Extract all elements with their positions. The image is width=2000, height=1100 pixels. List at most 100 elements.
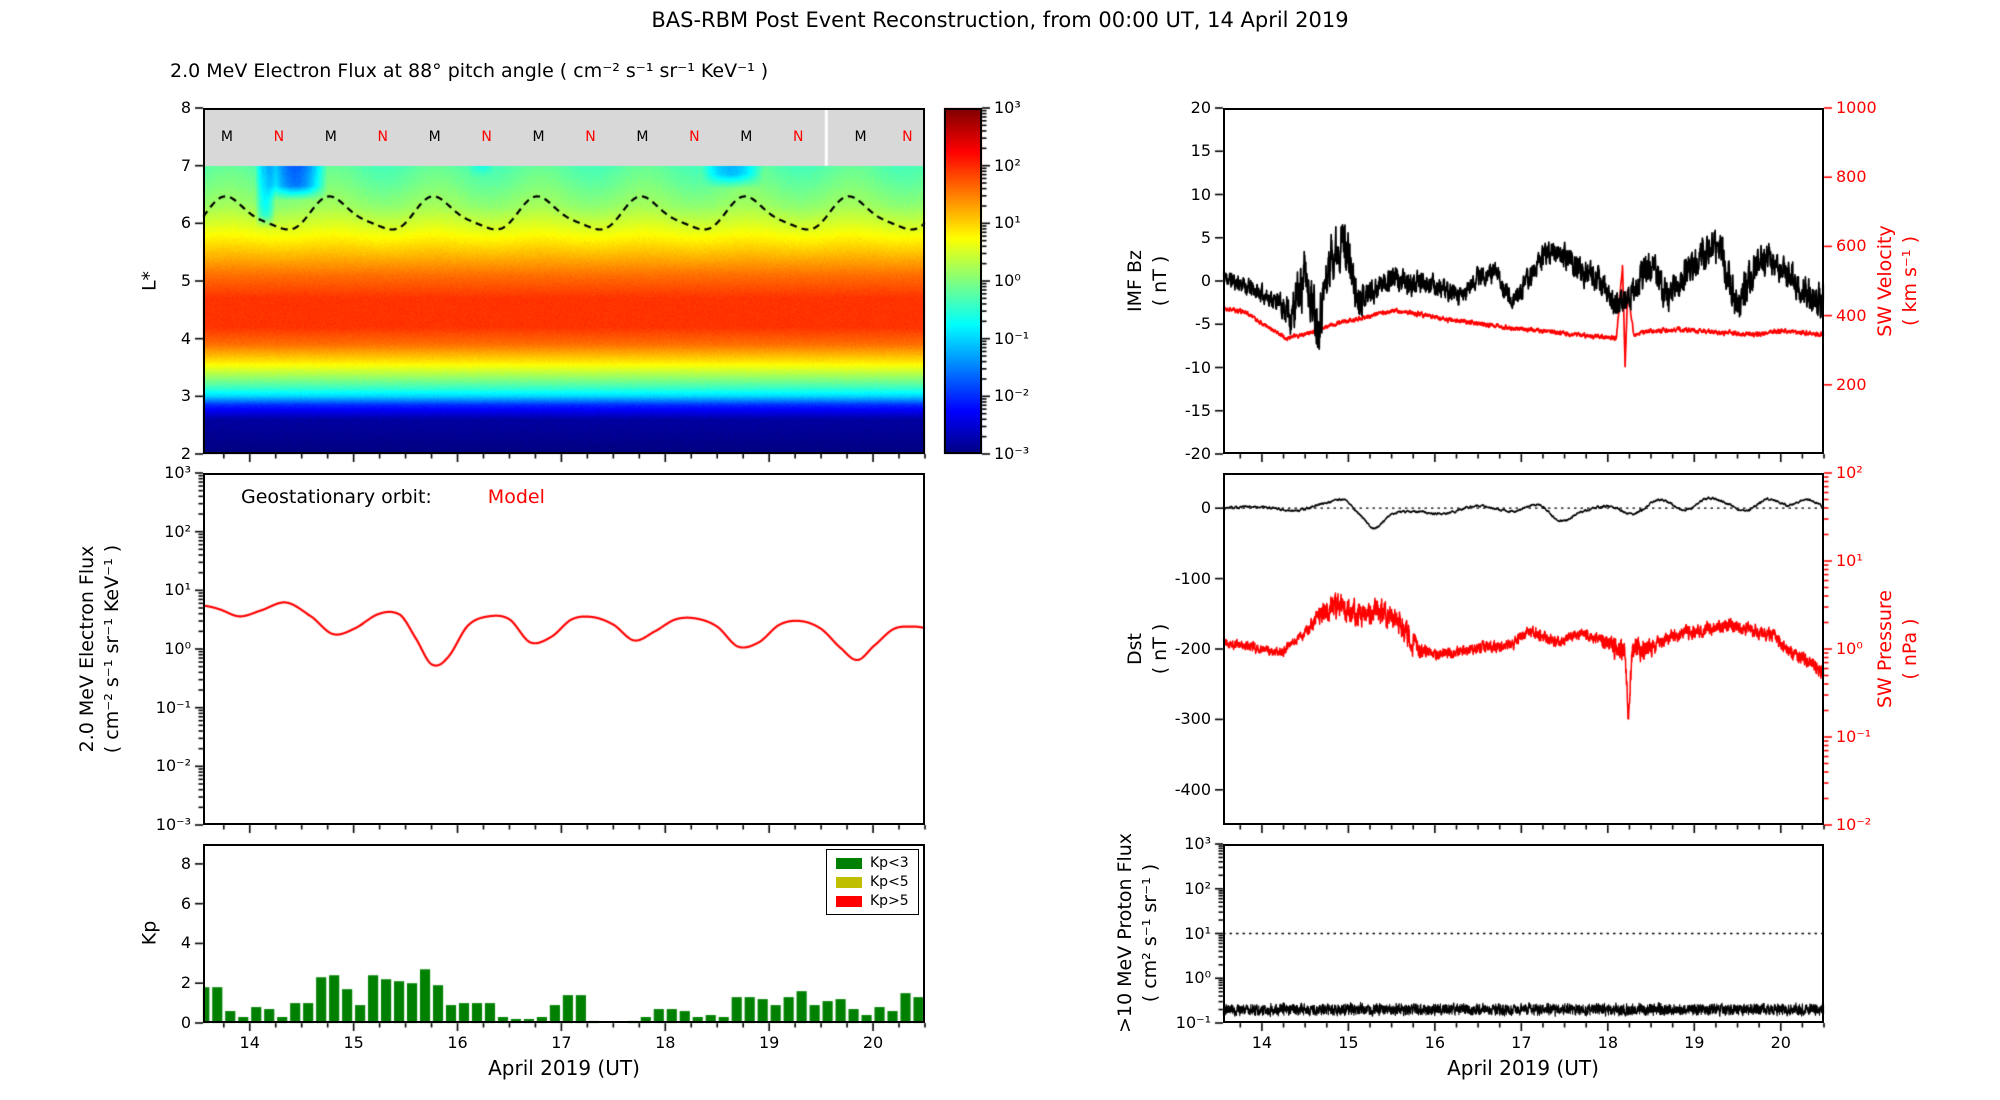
sw-velocity-tick-label: 200 (1836, 374, 1867, 394)
kp-tick-label: 6 (180, 893, 191, 913)
x-tick-label: 19 (758, 1033, 780, 1052)
imf-bz-tick-label: -10 (1184, 357, 1211, 377)
ylabel-lstar: L* (138, 270, 161, 292)
lstar-tick-label: 8 (180, 98, 191, 117)
dst-tick-label: -200 (1174, 639, 1211, 658)
colorbar-tick-label: 10⁰ (994, 271, 1021, 290)
band-label-n: N (585, 128, 596, 145)
band-label-m: M (220, 128, 233, 145)
x-tick-label: 17 (551, 1033, 572, 1052)
imf-bz-tick-label: -15 (1184, 400, 1211, 420)
imf-bz-tick-label: 20 (1190, 98, 1211, 117)
ylabel-proton-flux: >10 MeV Proton Flux ( cm² s⁻¹ sr⁻¹ ) (1113, 832, 1161, 1034)
legend-label-kp-lt5: Kp<5 (870, 874, 909, 890)
x-tick-label: 20 (1770, 1033, 1791, 1052)
proton-flux-tick-label: 10⁰ (1184, 968, 1211, 988)
band-label-m: M (324, 128, 337, 145)
x-tick-label: 15 (343, 1033, 364, 1052)
imf-bz-tick-label: 0 (1200, 271, 1211, 290)
legend-item-kp-gt5: Kp>5 (836, 894, 909, 908)
xlabel-left: April 2019 (UT) (488, 1056, 640, 1080)
kp-tick-label: 4 (180, 933, 191, 953)
x-tick-label: 18 (1597, 1033, 1618, 1052)
dst-tick-label: -100 (1174, 568, 1211, 588)
dst-tick-label: 0 (1200, 498, 1211, 518)
geo-flux-tick-label: 10⁻¹ (155, 697, 191, 717)
x-tick-label: 19 (1684, 1033, 1705, 1052)
band-label-m: M (532, 128, 545, 145)
band-label-n: N (273, 128, 285, 145)
imf-bz-tick-label: -20 (1184, 444, 1211, 463)
band-label-m: M (428, 128, 441, 145)
band-label-m: M (636, 128, 649, 145)
kp-tick-label: 0 (180, 1013, 191, 1032)
legend-swatch-kp-lt3 (836, 857, 862, 869)
sw-pressure-tick-label: 10² (1836, 463, 1863, 482)
band-label-n: N (793, 128, 804, 145)
proton-flux-tick-label: 10³ (1184, 834, 1211, 853)
x-tick-label: 16 (447, 1033, 468, 1052)
kp-tick-label: 2 (180, 973, 191, 993)
sw-velocity-tick-label: 1000 (1836, 98, 1877, 117)
legend-item-kp-lt3: Kp<3 (836, 856, 909, 870)
band-label-n: N (902, 128, 913, 145)
proton-flux-tick-label: 10¹ (1184, 923, 1211, 943)
dst-tick-label: -400 (1174, 779, 1211, 799)
sw-velocity-tick-label: 800 (1836, 167, 1867, 187)
lstar-tick-label: 4 (180, 328, 191, 348)
colorbar-tick-label: 10³ (994, 98, 1021, 117)
colorbar-tick-label: 10⁻¹ (994, 328, 1030, 348)
ylabel-geo-flux: 2.0 MeV Electron Flux ( cm⁻² s⁻¹ sr⁻¹ Ke… (75, 544, 123, 754)
band-label-m: M (740, 128, 753, 145)
x-tick-label: 15 (1338, 1033, 1359, 1052)
imf-bz-tick-label: 10 (1190, 184, 1211, 204)
x-tick-label: 20 (862, 1033, 884, 1052)
kp-tick-label: 8 (180, 853, 191, 873)
lstar-tick-label: 2 (180, 444, 191, 463)
sw-velocity-tick-label: 600 (1836, 236, 1867, 256)
band-label-n: N (377, 128, 388, 145)
geo-flux-tick-label: 10² (164, 521, 191, 541)
x-tick-label: 14 (239, 1033, 260, 1052)
geo-flux-tick-label: 10¹ (164, 580, 191, 600)
sw-pressure-tick-label: 10⁰ (1836, 639, 1863, 658)
x-tick-label: 16 (1424, 1033, 1446, 1052)
geo-flux-tick-label: 10³ (164, 463, 191, 482)
legend-swatch-kp-gt5 (836, 895, 862, 907)
ylabel-kp: Kp (138, 920, 161, 946)
x-tick-label: 18 (655, 1033, 676, 1052)
colorbar-tick-label: 10⁻² (994, 386, 1030, 406)
legend-item-kp-lt5: Kp<5 (836, 875, 909, 889)
ylabel-sw-velocity: SW Velocity ( km s⁻¹ ) (1873, 225, 1921, 337)
geo-annotation-model: Model (487, 486, 545, 508)
x-tick-label: 14 (1251, 1033, 1273, 1052)
proton-flux-tick-label: 10⁻¹ (1175, 1013, 1211, 1032)
geo-annotation: Geostationary orbit: Model (241, 486, 545, 508)
spectrogram-title: 2.0 MeV Electron Flux at 88° pitch angle… (170, 60, 769, 82)
imf-bz-tick-label: -5 (1195, 314, 1211, 334)
legend-swatch-kp-lt5 (836, 876, 862, 888)
band-label-n: N (689, 128, 700, 145)
proton-flux-tick-label: 10² (1184, 878, 1211, 898)
sw-pressure-tick-label: 10¹ (1836, 551, 1863, 570)
kp-legend: Kp<3 Kp<5 Kp>5 (826, 849, 919, 915)
geo-flux-tick-label: 10⁻² (155, 756, 191, 776)
figure-title: BAS-RBM Post Event Reconstruction, from … (651, 8, 1349, 32)
colorbar-tick-label: 10⁻³ (994, 444, 1030, 463)
geo-flux-tick-label: 10⁻³ (155, 815, 191, 834)
geo-annotation-label: Geostationary orbit: (241, 486, 432, 508)
imf-bz-tick-label: 5 (1200, 227, 1211, 247)
lstar-tick-label: 3 (180, 386, 191, 406)
dst-tick-label: -300 (1174, 709, 1211, 729)
band-label-m: M (854, 128, 867, 145)
colorbar-tick-label: 10¹ (994, 213, 1021, 233)
xlabel-right: April 2019 (UT) (1447, 1056, 1599, 1080)
lstar-tick-label: 7 (180, 155, 191, 175)
legend-label-kp-lt3: Kp<3 (870, 855, 909, 871)
legend-label-kp-gt5: Kp>5 (870, 893, 909, 909)
sw-velocity-tick-label: 400 (1836, 305, 1867, 325)
lstar-tick-label: 6 (180, 213, 191, 233)
geo-flux-tick-label: 10⁰ (164, 639, 191, 658)
